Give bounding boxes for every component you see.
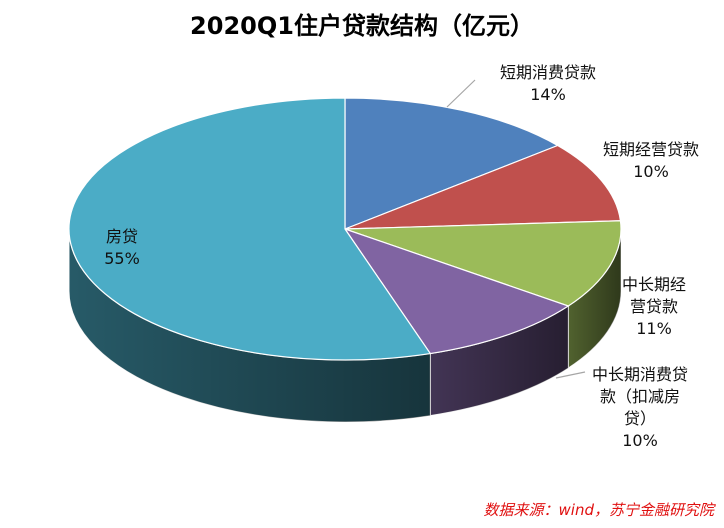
- slice-top-0: [344, 97, 560, 230]
- slice-label-3-0: 中长期消费贷: [592, 365, 688, 384]
- slice-label-2-0: 中长期经: [622, 275, 686, 294]
- slice-label-2-1: 营贷款: [630, 297, 678, 316]
- slice-top-1: [344, 144, 622, 230]
- leader-line-0: [446, 79, 476, 108]
- slice-percent-1: 10%: [633, 162, 669, 181]
- slice-label-4-0: 房贷: [106, 227, 138, 246]
- slice-label-3-1: 款（扣减房: [600, 387, 680, 406]
- slice-percent-3: 10%: [622, 431, 658, 450]
- slice-side-shade-2: [568, 229, 621, 368]
- slice-percent-2: 11%: [636, 319, 672, 338]
- slice-label-1-0: 短期经营贷款: [603, 140, 699, 159]
- leader-lines: [446, 79, 586, 379]
- slice-label-3-2: 贷）: [624, 409, 656, 428]
- source-note: 数据来源：wind，苏宁金融研究院: [483, 501, 714, 519]
- slice-top-4: [68, 97, 432, 361]
- slice-percent-4: 55%: [104, 249, 140, 268]
- slice-side-shade-3: [430, 305, 569, 416]
- pie-sides: [68, 228, 622, 423]
- chart-title: 2020Q1住户贷款结构（亿元）: [190, 12, 534, 40]
- slice-percent-0: 14%: [530, 85, 566, 104]
- slice-side-shade-4: [69, 229, 431, 422]
- leader-line-3: [555, 371, 586, 379]
- pie-tops: [68, 97, 622, 361]
- slice-top-2: [344, 220, 622, 307]
- slice-label-0-0: 短期消费贷款: [500, 63, 596, 82]
- slice-top-3: [343, 227, 570, 355]
